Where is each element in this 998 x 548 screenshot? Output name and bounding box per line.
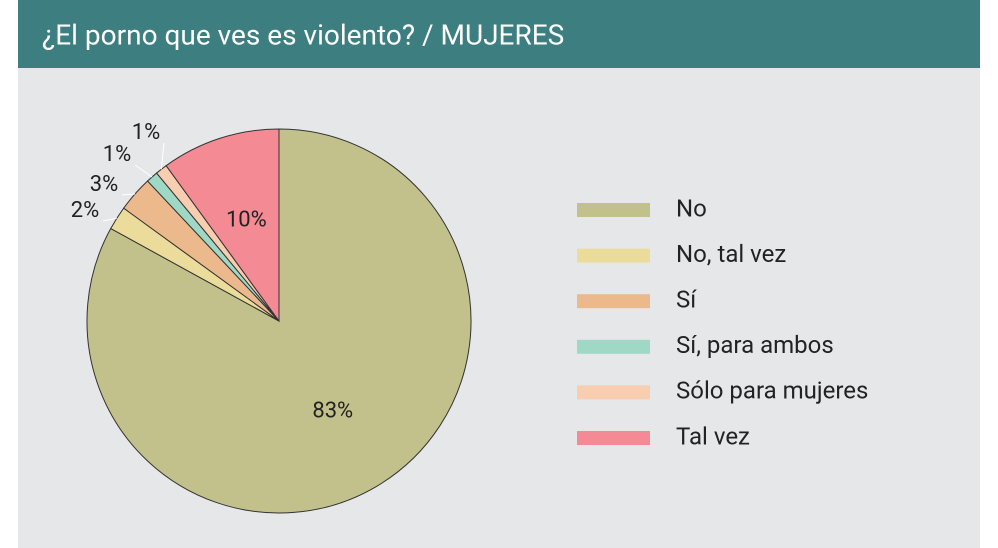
pie-slice [165, 128, 280, 323]
leader-line [121, 193, 136, 196]
leader-line [102, 217, 117, 222]
legend-swatch [577, 385, 650, 400]
legend-label: No [676, 194, 707, 222]
legend-label: Sí, para ambos [676, 331, 834, 359]
legend-swatch [577, 294, 650, 309]
data-label: 1% [103, 142, 131, 167]
legend-swatch [577, 248, 650, 263]
leader-line [160, 142, 165, 170]
legend-swatch [577, 431, 650, 445]
legend-swatch [577, 339, 650, 354]
data-label: 10% [226, 207, 267, 232]
data-label: 2% [71, 198, 99, 223]
data-label: 1% [132, 120, 160, 145]
leader-line [134, 164, 153, 178]
legend-label: Sólo para mujeres [676, 377, 868, 405]
header-bar [18, 0, 980, 68]
legend-label: Tal vez [676, 422, 750, 450]
chart-title: ¿El porno que ves es violento? / MUJERES [42, 18, 564, 51]
data-label: 3% [90, 172, 118, 197]
legend-swatch [577, 203, 650, 217]
legend-label: Sí [676, 286, 697, 314]
legend-label: No, tal vez [676, 240, 786, 268]
data-label: 83% [312, 399, 353, 424]
